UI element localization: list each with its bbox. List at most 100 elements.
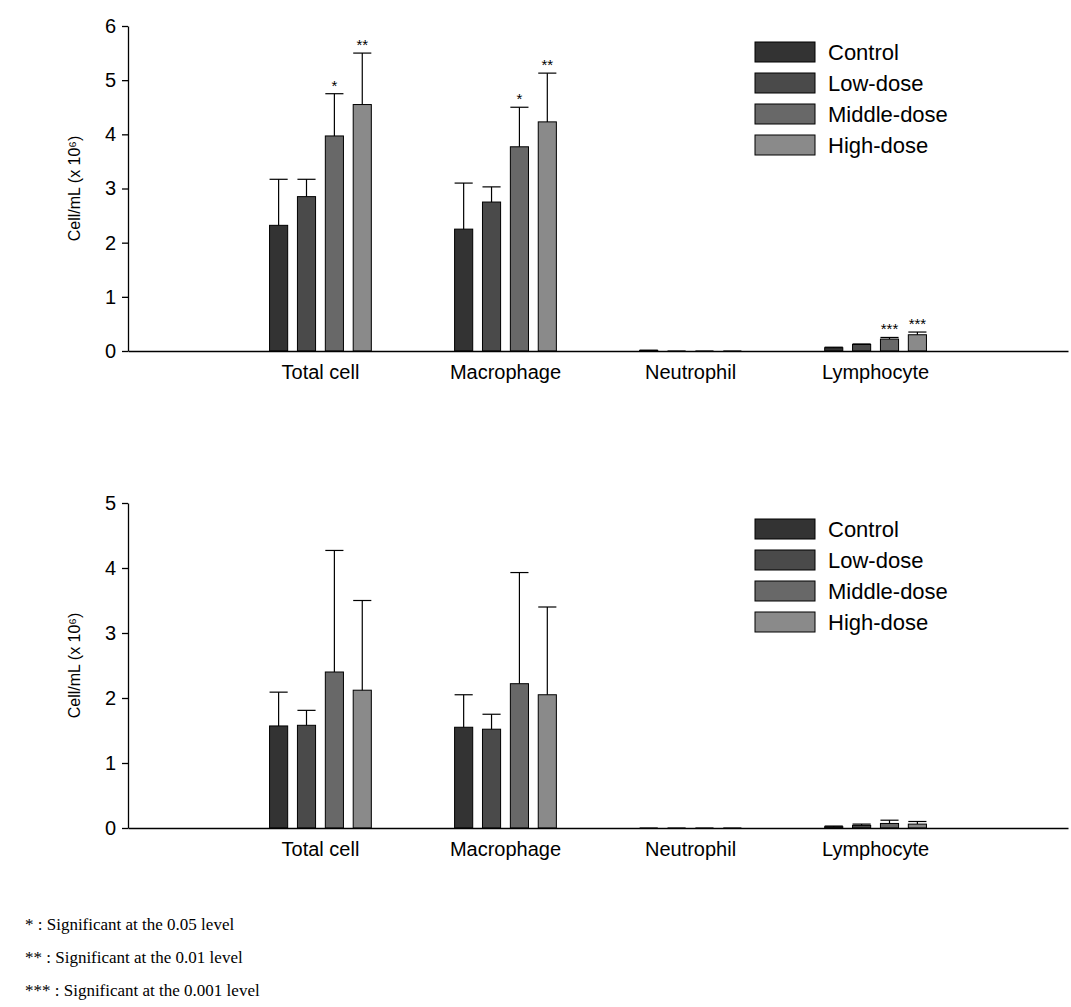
- error-cap: [825, 347, 843, 348]
- y-tick: 5: [105, 492, 128, 514]
- y-tick-label: 3: [105, 177, 116, 199]
- y-tick-label: 4: [105, 557, 116, 579]
- error-stem: [278, 179, 279, 225]
- error-bar: [640, 350, 658, 351]
- footnote: *** : Significant at the 0.001 level: [25, 981, 260, 1000]
- legend-swatch: [755, 612, 815, 632]
- error-stem: [519, 107, 520, 147]
- y-tick-mark: [122, 134, 128, 135]
- x-tick-label: Total cell: [282, 361, 360, 383]
- legend-label: Middle-dose: [828, 579, 948, 604]
- error-stem: [362, 601, 363, 691]
- bar: [325, 136, 343, 351]
- y-tick-mark: [122, 188, 128, 189]
- legend: ControlLow-doseMiddle-doseHigh-dose: [755, 40, 948, 158]
- y-tick-label: 2: [105, 687, 116, 709]
- error-cap: [270, 179, 288, 180]
- error-bar: [455, 183, 473, 229]
- legend-label: Control: [828, 517, 899, 542]
- y-tick: 5: [105, 69, 128, 91]
- y-axis: 012345: [105, 492, 129, 839]
- x-tick: Lymphocyte: [822, 828, 929, 860]
- x-tick-label: Neutrophil: [645, 361, 736, 383]
- error-cap: [640, 350, 658, 351]
- error-stem: [463, 695, 464, 728]
- bar: [482, 729, 500, 828]
- x-tick: Lymphocyte: [822, 351, 929, 383]
- y-tick-mark: [122, 351, 128, 352]
- bar: [297, 197, 315, 351]
- legend-item: High-dose: [755, 133, 928, 158]
- x-tick-label: Macrophage: [450, 838, 561, 860]
- error-cap: [325, 550, 343, 551]
- error-bar: [482, 714, 500, 729]
- bar: [853, 825, 871, 828]
- x-axis-line: [129, 351, 1069, 352]
- error-stem: [362, 53, 363, 104]
- error-bar: [353, 601, 371, 691]
- legend-item: High-dose: [755, 610, 928, 635]
- y-tick: 6: [105, 15, 128, 37]
- error-cap: [455, 182, 473, 183]
- y-axis-title: Cell/mL (x 10⁶): [66, 613, 83, 719]
- legend-label: Low-dose: [828, 71, 923, 96]
- y-tick: 3: [105, 177, 128, 199]
- error-bar: [853, 824, 871, 825]
- y-tick-mark: [122, 763, 128, 764]
- bar: [880, 823, 898, 828]
- error-bar: [510, 573, 528, 684]
- bar: [353, 105, 371, 351]
- error-cap: [825, 825, 843, 826]
- bar: [482, 202, 500, 351]
- y-tick: 2: [105, 232, 128, 254]
- y-axis: 0123456: [105, 15, 129, 362]
- y-tick-label: 4: [105, 123, 116, 145]
- legend-swatch: [755, 519, 815, 539]
- bar: [270, 225, 288, 351]
- error-stem: [547, 73, 548, 122]
- error-bar: [825, 826, 843, 828]
- error-cap: [482, 714, 500, 715]
- y-tick: 2: [105, 687, 128, 709]
- y-tick: 0: [105, 817, 128, 839]
- error-bar: [510, 107, 528, 147]
- bar: [908, 335, 926, 351]
- annotations: ************: [331, 36, 926, 337]
- error-bar: [908, 822, 926, 825]
- x-tick: Neutrophil: [645, 828, 736, 860]
- footnotes: * : Significant at the 0.05 level ** : Si…: [25, 915, 260, 1000]
- y-axis-line: [128, 27, 129, 352]
- legend-swatch: [755, 135, 815, 155]
- error-stem: [519, 573, 520, 684]
- error-stem: [463, 183, 464, 229]
- y-tick-label: 2: [105, 232, 116, 254]
- y-tick-label: 3: [105, 622, 116, 644]
- error-bar: [880, 337, 898, 339]
- x-axis: Total cellMacrophageNeutrophilLymphocyte: [129, 351, 1069, 383]
- error-cap: [908, 821, 926, 822]
- bar: [455, 727, 473, 828]
- y-tick-mark: [122, 243, 128, 244]
- x-tick: Macrophage: [450, 828, 561, 860]
- legend-item: Low-dose: [755, 548, 923, 573]
- error-bar: [325, 94, 343, 136]
- figure: ************0123456Total cellMacrophageN…: [0, 0, 1071, 1007]
- bar: [538, 122, 556, 351]
- bar: [325, 672, 343, 828]
- x-axis: Total cell Macrophage Neutrophil Lymphocyte: [129, 828, 1069, 860]
- footnote: ** : Significant at the 0.01 level: [25, 948, 243, 967]
- y-tick-label: 0: [105, 340, 116, 362]
- error-bar: [908, 332, 926, 335]
- bar: [908, 824, 926, 828]
- x-tick: Total cell: [282, 828, 360, 860]
- legend-label: Low-dose: [828, 548, 923, 573]
- y-tick: 4: [105, 123, 128, 145]
- bar: [853, 345, 871, 352]
- significance-label: ***: [881, 320, 899, 337]
- legend-swatch: [755, 73, 815, 93]
- y-tick-mark: [122, 568, 128, 569]
- error-stem: [306, 179, 307, 196]
- error-cap: [270, 692, 288, 693]
- y-tick-mark: [122, 633, 128, 634]
- footnote: * : Significant at the 0.05 level: [25, 915, 234, 934]
